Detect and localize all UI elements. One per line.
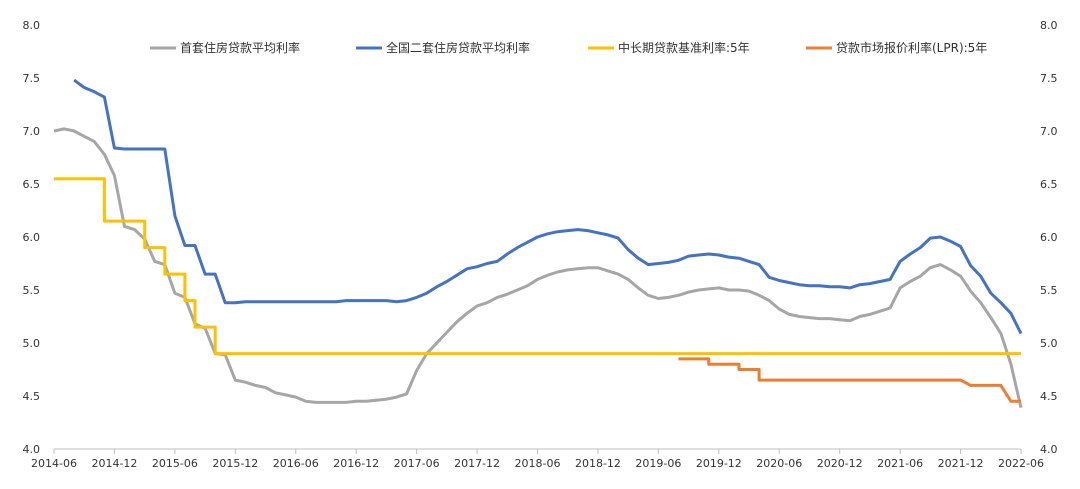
series-lines <box>53 78 1023 409</box>
series-line-4 <box>678 357 1021 403</box>
legend-label-4: 贷款市场报价利率(LPR):5年 <box>836 40 987 55</box>
y-tick-label-right: 6.0 <box>1040 231 1058 244</box>
legend-label-3: 中长期贷款基准利率:5年 <box>618 40 750 55</box>
x-tick-label: 2017-12 <box>454 457 500 470</box>
x-tick-label: 2021-06 <box>877 457 923 470</box>
y-tick-label-right: 4.0 <box>1040 443 1058 456</box>
x-tick-label: 2020-06 <box>756 457 802 470</box>
legend: 首套住房贷款平均利率 全国二套住房贷款平均利率 中长期贷款基准利率:5年 贷款市场报价… <box>150 40 987 55</box>
x-tick-label: 2015-06 <box>152 457 198 470</box>
x-tick-label: 2014-12 <box>91 457 137 470</box>
series-line-3 <box>54 177 1021 356</box>
y-tick-label-right: 5.0 <box>1040 337 1058 350</box>
x-tick-label: 2014-06 <box>31 457 77 470</box>
y-tick-label-left: 6.0 <box>23 231 41 244</box>
y-axis-right-labels: 4.0 4.5 5.0 5.5 6.0 6.5 7.0 7.5 8.0 <box>1040 19 1058 456</box>
y-tick-label-left: 4.0 <box>23 443 41 456</box>
y-tick-label-right: 7.0 <box>1040 125 1058 138</box>
x-tick-label: 2015-12 <box>212 457 258 470</box>
y-tick-label-right: 7.5 <box>1040 72 1058 85</box>
y-tick-label-right: 4.5 <box>1040 390 1058 403</box>
legend-label-2: 全国二套住房贷款平均利率 <box>386 40 530 55</box>
y-tick-label-right: 8.0 <box>1040 19 1058 32</box>
x-tick-label: 2021-12 <box>938 457 984 470</box>
x-tick-label: 2017-06 <box>394 457 440 470</box>
y-tick-label-left: 6.5 <box>23 178 41 191</box>
x-tick-label: 2019-06 <box>635 457 681 470</box>
x-tick-label: 2018-06 <box>515 457 561 470</box>
y-tick-label-left: 5.5 <box>23 284 41 297</box>
x-tick-label: 2022-06 <box>998 457 1044 470</box>
y-tick-label-left: 5.0 <box>23 337 41 350</box>
y-tick-label-right: 5.5 <box>1040 284 1058 297</box>
y-tick-label-left: 7.0 <box>23 125 41 138</box>
x-tick-label: 2018-12 <box>575 457 621 470</box>
y-tick-label-left: 7.5 <box>23 72 41 85</box>
series-line-1 <box>53 127 1023 409</box>
y-tick-label-left: 8.0 <box>23 19 41 32</box>
x-tick-label: 2016-12 <box>333 457 379 470</box>
x-axis-ticks <box>53 449 1022 454</box>
y-tick-label-left: 4.5 <box>23 390 41 403</box>
legend-label-1: 首套住房贷款平均利率 <box>180 40 300 55</box>
x-axis-labels: 2014-06 2014-12 2015-06 2015-12 2016-06 2016-… <box>31 457 1044 470</box>
x-tick-label: 2016-06 <box>273 457 319 470</box>
x-tick-label: 2020-12 <box>817 457 863 470</box>
x-tick-label: 2019-12 <box>696 457 742 470</box>
y-axis-left-labels: 4.0 4.5 5.0 5.5 6.0 6.5 7.0 7.5 8.0 <box>23 19 41 456</box>
series-line-2 <box>73 78 1023 335</box>
y-tick-label-right: 6.5 <box>1040 178 1058 191</box>
